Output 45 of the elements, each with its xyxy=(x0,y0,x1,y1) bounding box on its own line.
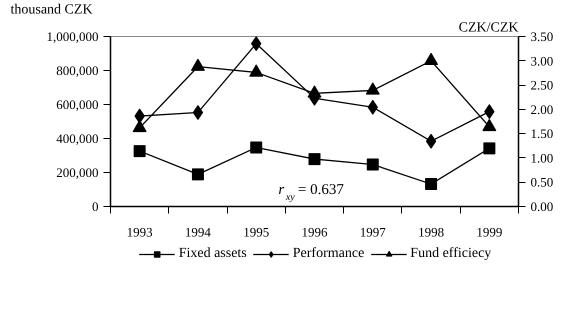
y-tick-label: 800,000 xyxy=(56,63,98,78)
y-tick-label: 600,000 xyxy=(56,97,98,112)
x-tick-label: 1996 xyxy=(302,224,328,240)
point xyxy=(251,36,262,52)
y2-tick-label: 3.50 xyxy=(530,29,554,44)
y-axis-title: thousand CZK xyxy=(10,2,93,18)
point xyxy=(250,142,262,154)
point xyxy=(426,134,436,149)
point xyxy=(308,85,322,98)
y2-tick-label: 2.00 xyxy=(530,102,554,117)
x-tick-label: 1994 xyxy=(184,224,212,240)
y2-tick-label: 0.50 xyxy=(530,174,554,190)
point xyxy=(425,178,438,190)
point xyxy=(424,52,438,66)
x-tick-label: 1997 xyxy=(360,224,386,240)
x-tick-label: 1993 xyxy=(126,224,153,240)
point xyxy=(482,118,496,132)
y2-tick-label: 0.00 xyxy=(530,199,554,214)
y-tick-label: 0 xyxy=(92,199,98,214)
legend-label: Fixed assets xyxy=(178,246,247,262)
point xyxy=(484,104,495,120)
point xyxy=(366,82,380,95)
point xyxy=(132,120,147,132)
y-tick-label: 400,000 xyxy=(56,131,98,146)
point xyxy=(134,108,145,124)
x-tick-label: 1998 xyxy=(418,224,444,240)
legend-label: Performance xyxy=(292,246,364,262)
point xyxy=(483,142,496,154)
x-tick-label: 1995 xyxy=(243,224,270,240)
y2-tick-label: 1.50 xyxy=(530,126,554,142)
y2-tick-label: 1.00 xyxy=(530,150,554,166)
point xyxy=(308,153,320,166)
point xyxy=(134,145,146,158)
y2-tick-label: 2.50 xyxy=(530,78,554,93)
point xyxy=(249,64,264,77)
y-tick-label: 1,000,000 xyxy=(46,29,98,44)
point xyxy=(366,158,379,171)
point xyxy=(192,168,204,180)
y2-axis-title: CZK/CZK xyxy=(458,20,518,36)
y2-tick-label: 3.00 xyxy=(530,53,554,68)
point xyxy=(190,58,205,71)
y-tick-label: 200,000 xyxy=(56,165,98,180)
x-tick-label: 1999 xyxy=(476,224,502,240)
legend-label: Fund efficiecy xyxy=(410,246,492,262)
point xyxy=(192,104,204,120)
